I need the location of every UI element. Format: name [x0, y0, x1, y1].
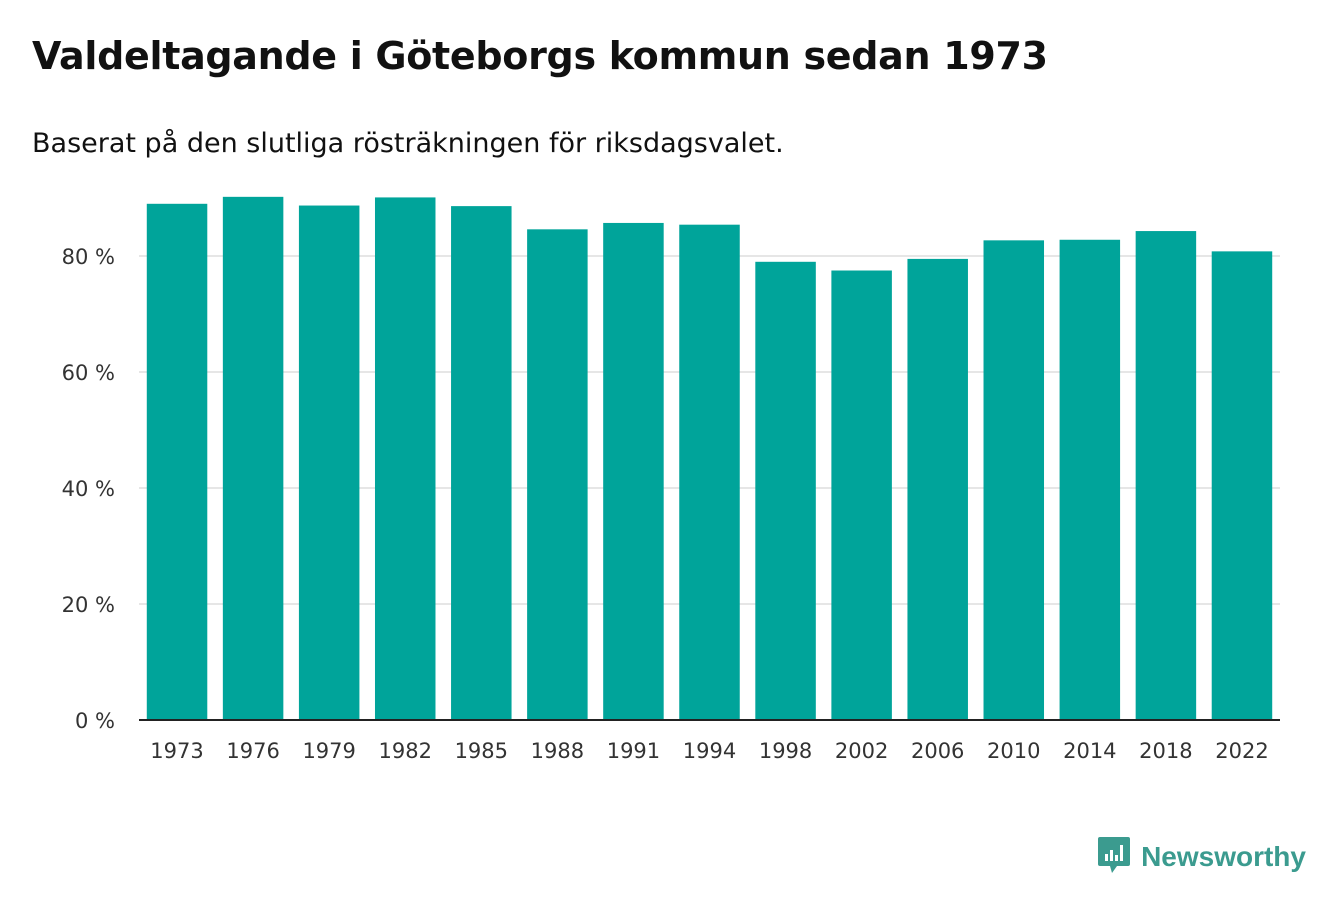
- bar-1982[interactable]: [374, 197, 436, 721]
- x-tick-label: 1982: [379, 739, 432, 763]
- bar-1991[interactable]: [603, 222, 664, 720]
- y-tick-label: 40 %: [62, 477, 115, 501]
- bar-1985[interactable]: [451, 206, 512, 720]
- x-tick-label: 2014: [1063, 739, 1116, 763]
- bar-1979[interactable]: [298, 205, 360, 721]
- x-tick-label: 2006: [911, 739, 964, 763]
- x-tick-label: 1991: [607, 739, 660, 763]
- brand-name: Newsworthy: [1141, 841, 1306, 872]
- x-tick-label: 1994: [683, 739, 736, 763]
- bar-2002[interactable]: [831, 270, 892, 721]
- bar-1988[interactable]: [527, 229, 588, 720]
- bar-1994[interactable]: [679, 224, 740, 720]
- bar-2006[interactable]: [907, 258, 968, 720]
- newsworthy-logo-icon: [1097, 835, 1131, 879]
- chart-title: Valdeltagande i Göteborgs kommun sedan 1…: [32, 34, 1048, 78]
- bar-2022[interactable]: [1211, 251, 1273, 721]
- bar-2018[interactable]: [1135, 231, 1197, 720]
- x-tick-label: 2018: [1139, 739, 1192, 763]
- y-tick-label: 20 %: [62, 593, 115, 617]
- x-tick-label: 2010: [987, 739, 1040, 763]
- y-tick-label: 80 %: [62, 245, 115, 269]
- x-tick-label: 1976: [226, 739, 279, 763]
- chart-subtitle: Baserat på den slutliga rösträkningen fö…: [32, 128, 784, 159]
- x-tick-label: 2002: [835, 739, 888, 763]
- x-tick-label: 1973: [150, 739, 203, 763]
- bar-1973[interactable]: [146, 203, 208, 721]
- newsworthy-brand: Newsworthy: [1097, 835, 1306, 879]
- bar-1976[interactable]: [222, 196, 284, 721]
- x-tick-label: 1988: [531, 739, 584, 763]
- x-tick-label: 1979: [302, 739, 355, 763]
- x-tick-label: 2022: [1215, 739, 1268, 763]
- y-tick-label: 0 %: [75, 709, 115, 733]
- y-tick-label: 60 %: [62, 361, 115, 385]
- x-tick-label: 1985: [455, 739, 508, 763]
- bar-2014[interactable]: [1059, 239, 1121, 720]
- bar-1998[interactable]: [755, 261, 816, 720]
- bar-2010[interactable]: [983, 240, 1045, 720]
- x-tick-label: 1998: [759, 739, 812, 763]
